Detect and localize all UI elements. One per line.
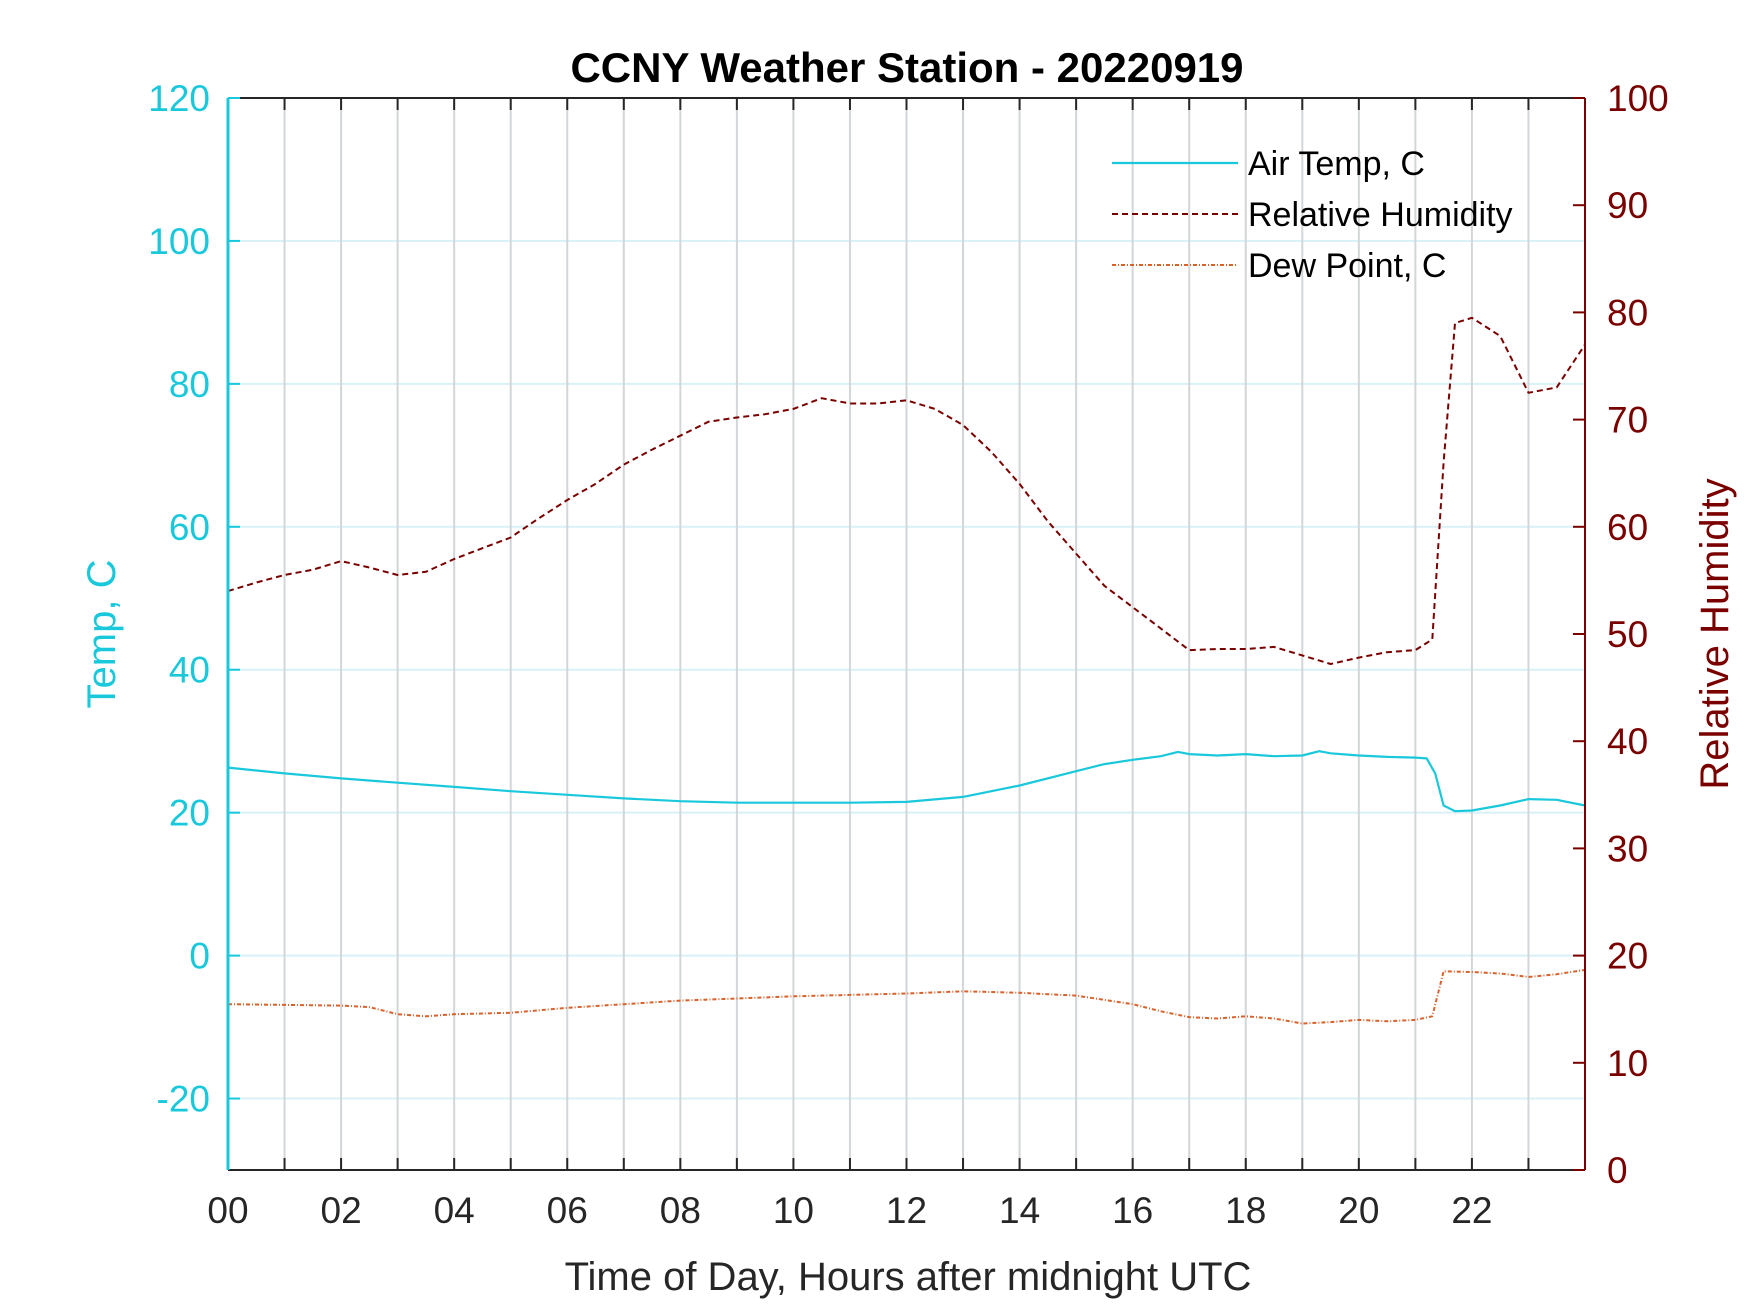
series-line-1 <box>227 316 1586 665</box>
data-series <box>227 316 1586 1025</box>
x-tick-label: 10 <box>773 1190 814 1231</box>
y-left-tick-label: 0 <box>189 936 210 977</box>
y-right-tick-label: 10 <box>1607 1043 1648 1084</box>
legend-entry-2: Dew Point, C <box>1248 247 1446 285</box>
x-tick-label: 20 <box>1338 1190 1379 1231</box>
x-tick-label: 04 <box>434 1190 475 1231</box>
y-right-tick-label: 50 <box>1607 614 1648 655</box>
x-tick-label: 14 <box>999 1190 1040 1231</box>
y-right-tick-label: 60 <box>1607 507 1648 548</box>
axes-frame <box>226 97 1586 1171</box>
x-tick-label: 06 <box>547 1190 588 1231</box>
y-axis-left-label: Temp, C <box>80 560 124 709</box>
y-axis-right-label: Relative Humidity <box>1693 478 1737 789</box>
y-right-tick-label: 40 <box>1607 721 1648 762</box>
y-right-tick-label: 0 <box>1607 1150 1628 1191</box>
y-right-tick-label: 20 <box>1607 936 1648 977</box>
legend-entry-1: Relative Humidity <box>1248 196 1513 234</box>
y-left-tick-label: 20 <box>169 793 210 834</box>
y-right-tick-label: 30 <box>1607 828 1648 869</box>
series-line-0 <box>227 750 1586 813</box>
x-tick-label: 12 <box>886 1190 927 1231</box>
y-right-tick-label: 70 <box>1607 400 1648 441</box>
y-left-tick-label: 80 <box>169 364 210 405</box>
y-right-tick-label: 90 <box>1607 185 1648 226</box>
x-tick-label: 18 <box>1225 1190 1266 1231</box>
y-left-tick-label: -20 <box>157 1079 210 1120</box>
legend: Air Temp, C Relative Humidity Dew Point, C <box>1112 145 1513 285</box>
y-left-tick-label: 100 <box>148 221 210 262</box>
tick-labels: 00 02 04 06 08 10 12 14 16 18 20 22-200204060801001… <box>148 78 1668 1231</box>
y-right-tick-label: 100 <box>1607 78 1669 119</box>
legend-entry-0: Air Temp, C <box>1248 145 1425 183</box>
x-tick-label: 08 <box>660 1190 701 1231</box>
x-tick-label: 22 <box>1451 1190 1492 1231</box>
x-tick-label: 16 <box>1112 1190 1153 1231</box>
x-axis-label: Time of Day, Hours after midnight UTC <box>565 1255 1252 1299</box>
chart-title: CCNY Weather Station - 20220919 <box>570 44 1243 91</box>
series-line-2 <box>227 968 1586 1025</box>
y-left-tick-label: 60 <box>169 507 210 548</box>
grid-lines <box>228 97 1585 1170</box>
y-left-tick-label: 120 <box>148 78 210 119</box>
x-tick-label: 00 <box>207 1190 248 1231</box>
y-left-tick-label: 40 <box>169 650 210 691</box>
x-tick-label: 02 <box>321 1190 362 1231</box>
y-right-tick-label: 80 <box>1607 292 1648 333</box>
